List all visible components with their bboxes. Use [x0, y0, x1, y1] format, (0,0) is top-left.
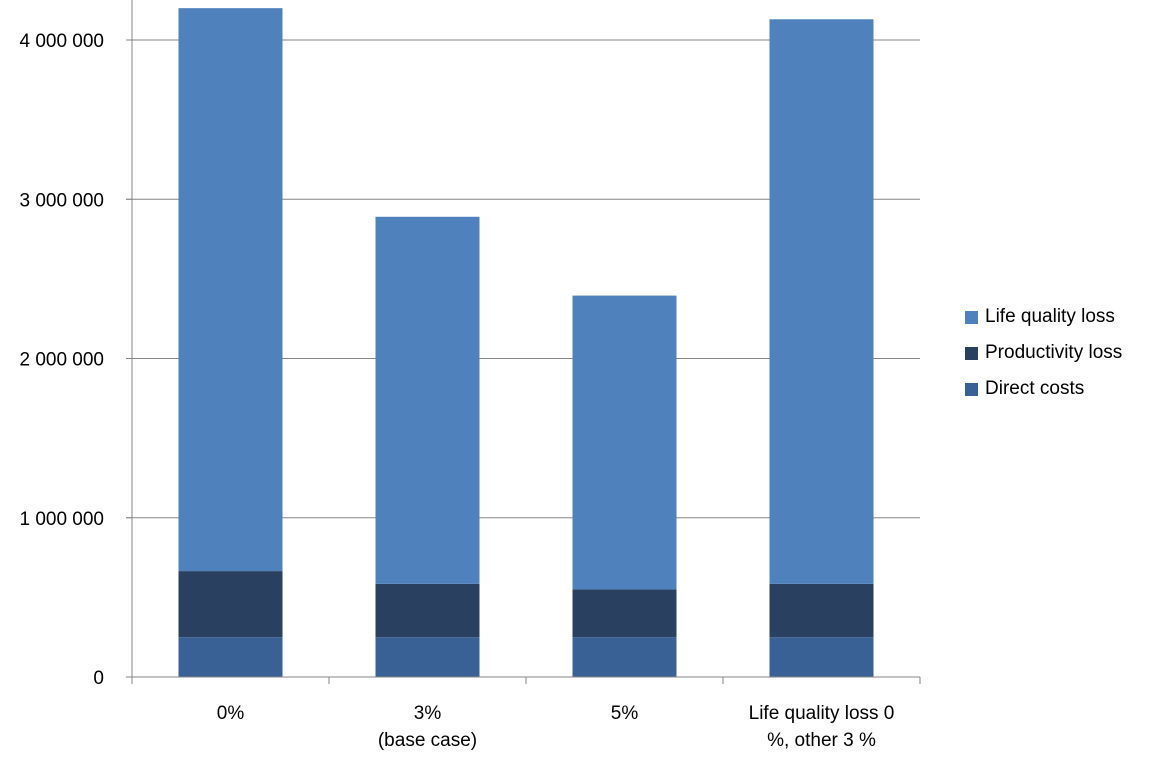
bar-segment-direct-costs — [375, 637, 480, 677]
bar-segment-life-quality-loss — [375, 216, 480, 584]
legend-label: Life quality loss — [985, 306, 1115, 327]
x-category-label-line: %, other 3 % — [767, 730, 876, 751]
x-category-label: 3% (base case) — [378, 703, 477, 751]
legend-swatch — [965, 346, 978, 360]
bar-segment-life-quality-loss — [769, 19, 874, 584]
legend-label: Direct costs — [985, 378, 1085, 399]
legend-swatch — [965, 310, 978, 324]
legend-item: Life quality loss — [965, 299, 1161, 335]
bar-segment-life-quality-loss — [178, 8, 283, 572]
bar-segment-direct-costs — [572, 637, 677, 677]
x-category-label-line: 5% — [611, 703, 639, 724]
x-category-label: Life quality loss 0 %, other 3 % — [749, 703, 895, 751]
bar-segment-direct-costs — [769, 637, 874, 677]
legend-label: Productivity loss — [985, 342, 1123, 363]
x-category-label-line: (base case) — [378, 730, 477, 751]
x-category-label-line: Life quality loss 0 — [749, 703, 895, 724]
x-category-label: 0% — [217, 703, 245, 724]
x-category-label-line: 0% — [217, 703, 245, 724]
bar-segment-productivity-loss — [769, 583, 874, 638]
bar-segment-productivity-loss — [375, 583, 480, 638]
bar-segment-direct-costs — [178, 637, 283, 677]
chart-legend: Life quality loss Productivity loss Direct… — [965, 299, 1161, 407]
y-tick-label: 0 — [93, 668, 104, 689]
legend-swatch — [965, 382, 978, 396]
y-tick-label: 1 000 000 — [19, 509, 104, 530]
bar-segment-productivity-loss — [572, 589, 677, 638]
y-tick-label: 4 000 000 — [19, 31, 104, 52]
x-category-label-line: 3% — [414, 703, 442, 724]
legend-item: Direct costs — [965, 371, 1161, 407]
legend-item: Productivity loss — [965, 335, 1161, 371]
y-tick-label: 3 000 000 — [19, 190, 104, 211]
y-tick-label: 2 000 000 — [19, 350, 104, 371]
bar-segment-productivity-loss — [178, 571, 283, 638]
x-category-label: 5% — [611, 703, 639, 724]
bar-segment-life-quality-loss — [572, 295, 677, 590]
